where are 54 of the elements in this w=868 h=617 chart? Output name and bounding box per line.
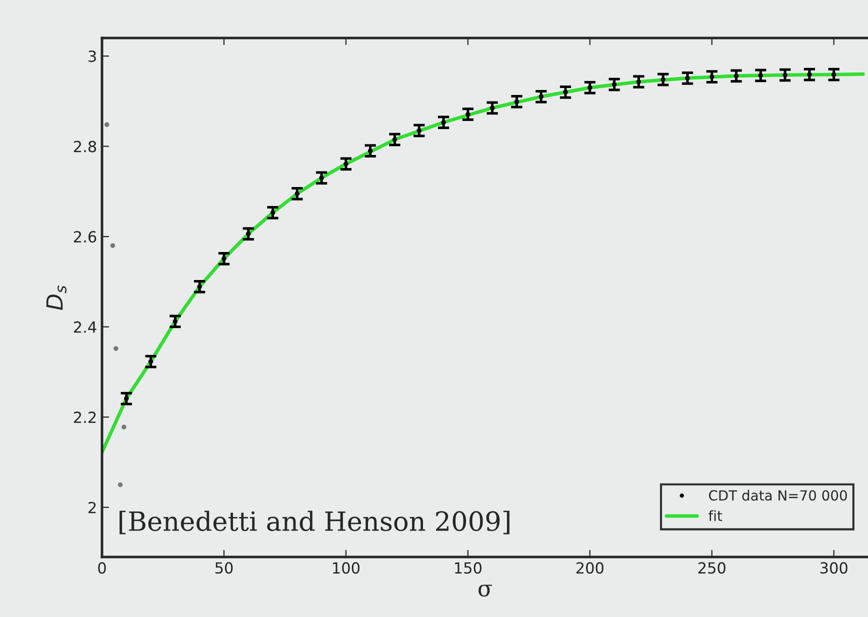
point [466, 112, 470, 117]
point [734, 74, 739, 78]
point [538, 94, 544, 100]
annotation: [Benedetti and Henson 2009] [120, 510, 510, 534]
y-tick-label: 2.6 [74, 231, 96, 243]
point [368, 148, 373, 154]
point [270, 210, 276, 216]
point [416, 128, 422, 133]
y-tick-label: 2.2 [74, 412, 96, 423]
x-tick-label: 150 [455, 562, 482, 574]
point [319, 176, 324, 180]
point [148, 359, 154, 364]
point [197, 284, 202, 290]
x-tick-label: 200 [576, 562, 604, 574]
point [392, 137, 398, 142]
point [344, 162, 348, 166]
point [612, 82, 617, 87]
point [246, 231, 251, 236]
x-tick-label: 250 [698, 562, 726, 574]
point [490, 106, 495, 110]
point [110, 243, 116, 248]
point [588, 85, 592, 90]
point [441, 120, 446, 125]
point [514, 99, 520, 104]
point [294, 191, 300, 196]
x-tick-label: 300 [820, 562, 848, 574]
point [807, 72, 812, 77]
point [563, 90, 568, 95]
y-tick-label: 2.4 [74, 321, 96, 333]
line-series [102, 72, 865, 454]
point [685, 76, 690, 81]
point [831, 72, 836, 77]
point [104, 122, 110, 128]
legend-label: CDT data N=70 000 [709, 490, 847, 501]
point [172, 319, 178, 324]
point [758, 73, 764, 78]
x-axis-title: σ [478, 584, 492, 597]
point [222, 256, 226, 262]
point [118, 482, 123, 488]
point [122, 424, 126, 430]
y-tick-label: 3 [88, 50, 96, 62]
y-tick-label: 2 [88, 502, 96, 514]
legend-label: fit [708, 510, 722, 521]
point [636, 79, 642, 84]
point [782, 72, 788, 78]
point [660, 77, 666, 82]
y-axis-title: D$_{s}$ [46, 286, 67, 310]
point [709, 74, 714, 80]
point [114, 346, 118, 351]
x-tick-label: 0 [98, 562, 106, 574]
x-tick-label: 100 [333, 562, 360, 574]
x-tick-label: 50 [215, 562, 233, 574]
point [124, 396, 129, 401]
y-tick-label: 2.8 [74, 140, 96, 152]
